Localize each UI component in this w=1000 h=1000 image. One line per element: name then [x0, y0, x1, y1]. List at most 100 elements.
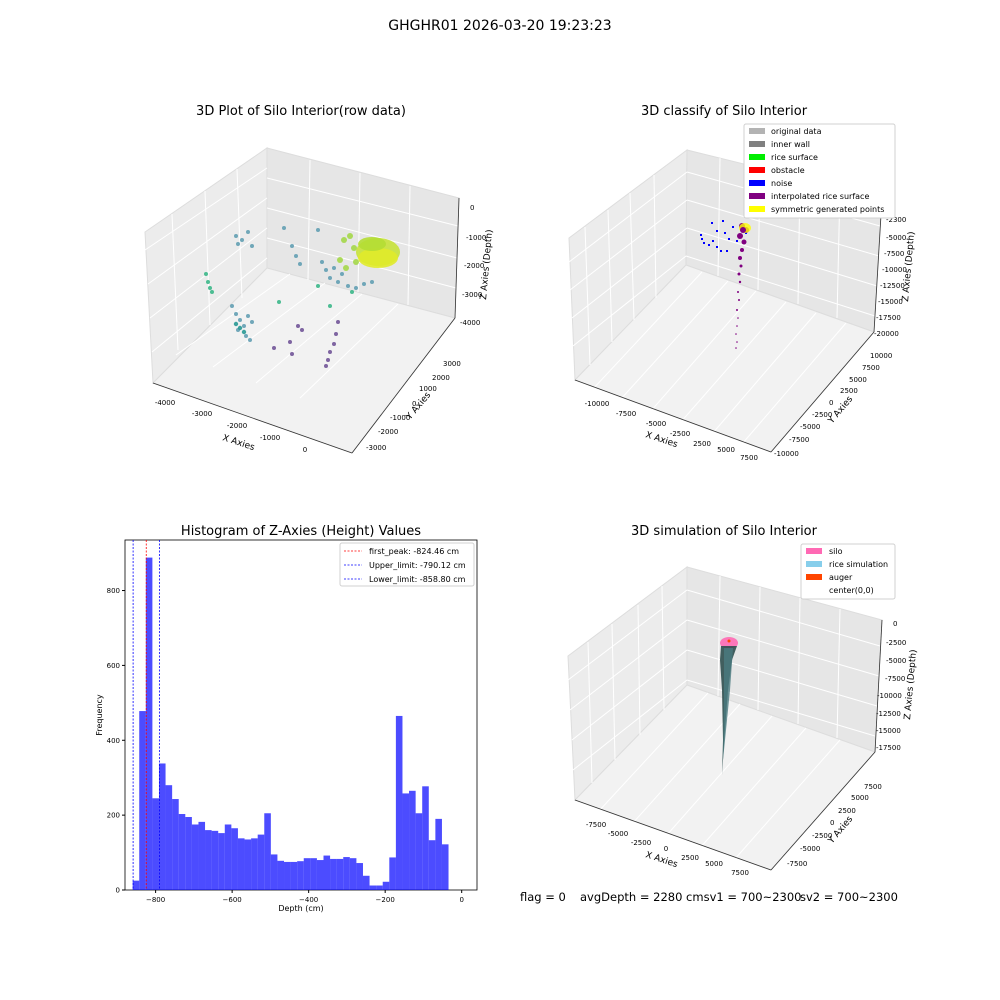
histogram-bar	[356, 863, 363, 890]
legend-label: original data	[771, 127, 822, 136]
histogram-bar	[198, 821, 206, 890]
histogram-bar	[185, 817, 192, 890]
legend-label: symmetric generated points	[771, 205, 884, 214]
histogram-bar	[402, 793, 410, 890]
sim-x-tick: 0	[664, 845, 668, 853]
raw-z-tick: -3000	[462, 291, 482, 299]
classify-z-tick: -15000	[878, 298, 903, 306]
legend-swatch-inner-wall	[749, 141, 765, 147]
sim-x-tick: 7500	[731, 869, 749, 877]
histogram-bar	[264, 813, 271, 890]
classify-x-tick: 5000	[717, 446, 735, 454]
raw-z-tick: 0	[470, 204, 474, 212]
raw-x-tick: -2000	[227, 422, 247, 430]
classify-point-cloud	[700, 220, 751, 349]
histogram-title: Histogram of Z-Axies (Height) Values	[180, 524, 422, 539]
histogram-x-tick-label: −800	[146, 896, 165, 904]
legend-swatch-original	[749, 128, 765, 134]
legend-swatch-noise	[749, 180, 765, 186]
legend-label: inner wall	[771, 140, 810, 149]
histogram-y-ticks: 0 200 400 600 800	[107, 587, 125, 895]
raw-point-cloud	[204, 226, 400, 368]
simulation-3d-axes	[567, 566, 883, 871]
figure-title: GHGHR01 2026-03-20 19:23:23	[388, 18, 612, 34]
sim-z-tick: 0	[893, 620, 897, 628]
simulation-surface	[720, 637, 738, 775]
classify-legend: original data inner wall rice surface ob…	[743, 123, 896, 219]
classify-y-tick: -2500	[812, 411, 832, 419]
histogram-bar	[382, 881, 390, 890]
classify-x-tick: 2500	[693, 440, 711, 448]
sim-z-tick: -12500	[876, 710, 901, 718]
histogram-bar	[409, 790, 416, 890]
sim-y-tick: 7500	[864, 783, 882, 791]
legend-label: rice simulation	[829, 560, 888, 569]
classify-y-tick: 10000	[870, 352, 892, 360]
histogram-y-tick-label: 400	[107, 737, 120, 745]
histogram-bar	[395, 715, 403, 890]
histogram-bar	[303, 858, 311, 890]
sim-x-tick: -7500	[586, 821, 606, 829]
classify-plot-title: 3D classify of Silo Interior	[640, 104, 808, 119]
sim-z-tick: -2500	[886, 639, 906, 647]
auger-marker	[727, 639, 731, 643]
raw-y-tick: 0	[412, 400, 416, 408]
histogram-y-tick-label: 600	[107, 662, 120, 670]
histogram-bar	[251, 838, 258, 890]
histogram-bar	[224, 824, 232, 890]
raw-z-tick: -2000	[464, 262, 484, 270]
classify-x-tick: -10000	[585, 400, 610, 408]
classify-z-tick: -20000	[874, 330, 899, 338]
histogram-bar	[362, 875, 370, 890]
histogram-bar	[330, 858, 337, 890]
sim-x-tick: 5000	[705, 860, 723, 868]
classify-y-tick: -10000	[774, 450, 799, 458]
histogram-bar	[178, 814, 186, 890]
histogram-bar	[389, 857, 396, 890]
sim-x-tick: 2500	[681, 854, 699, 862]
legend-label: noise	[771, 179, 792, 188]
histogram-bar	[428, 840, 436, 890]
histogram-bar	[270, 854, 278, 890]
sim-y-tick: -2500	[812, 832, 832, 840]
sim-z-tick: -7500	[885, 675, 905, 683]
histogram-reference-lines	[132, 540, 160, 890]
histogram-x-tick-label: −200	[376, 896, 395, 904]
raw-x-tick: -1000	[260, 434, 280, 442]
legend-label: obstacle	[771, 166, 805, 175]
histogram-bar	[152, 798, 159, 890]
legend-label: auger	[829, 573, 853, 582]
sim-y-tick: 5000	[851, 794, 869, 802]
histogram-bar	[422, 786, 429, 890]
histogram-bar	[139, 711, 146, 890]
histogram-x-tick-label: −600	[223, 896, 242, 904]
classify-z-tick: -10000	[882, 266, 907, 274]
sim-y-tick: -7500	[787, 860, 807, 868]
legend-swatch-obstacle	[749, 167, 765, 173]
classify-z-tick: -12500	[880, 282, 905, 290]
legend-swatch-interpolated	[749, 193, 765, 199]
legend-label: rice surface	[771, 153, 818, 162]
footer-sv2: sv2 = 700~2300	[800, 890, 898, 904]
classify-y-tick: 5000	[849, 376, 867, 384]
sim-z-tick: -5000	[886, 657, 906, 665]
footer-avg-depth: avgDepth = 2280 cmsv1 = 700~2300	[580, 890, 802, 904]
histogram-bar	[376, 885, 383, 890]
classify-y-tick: -7500	[789, 436, 809, 444]
raw-x-tick: -4000	[155, 399, 175, 407]
histogram-bars	[132, 557, 449, 890]
histogram-bar	[316, 860, 324, 890]
histogram-y-axis-label: Frequency	[95, 694, 104, 736]
histogram-bar	[218, 833, 225, 890]
legend-label: center(0,0)	[829, 586, 874, 595]
raw-y-tick: 1000	[419, 385, 437, 393]
histogram-bar	[257, 834, 265, 890]
sim-z-tick: -15000	[876, 727, 901, 735]
histogram-y-tick-label: 800	[107, 587, 120, 595]
legend-label: Upper_limit: -790.12 cm	[369, 561, 466, 570]
histogram-y-tick-label: 200	[107, 812, 120, 820]
legend-label: interpolated rice surface	[771, 192, 869, 201]
histogram-bar	[165, 785, 173, 890]
histogram-bar	[290, 861, 298, 890]
